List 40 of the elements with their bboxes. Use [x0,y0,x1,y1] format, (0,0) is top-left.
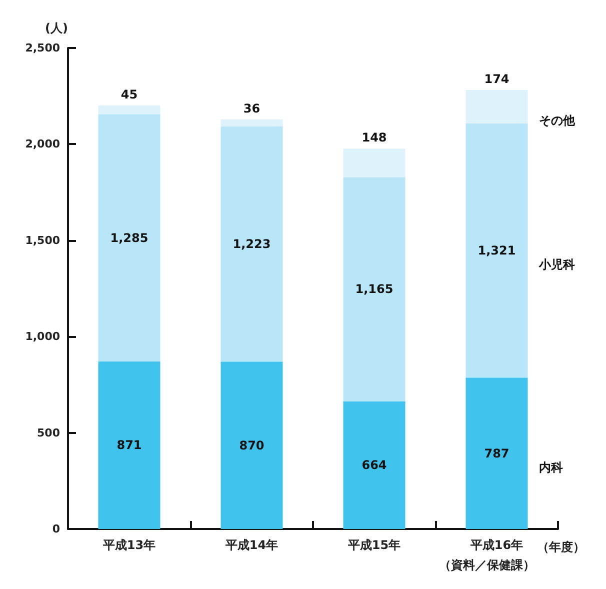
y-tick-label: 1,500 [25,234,60,247]
bar [220,362,283,529]
data-label: 1,165 [355,282,394,296]
data-label: 664 [362,458,387,472]
data-label: 1,285 [110,230,148,245]
bar [98,114,160,362]
x-tick-label: 平成14年 [224,538,278,552]
bar [220,126,283,362]
bar [98,106,160,114]
bar [343,177,406,402]
data-label: 45 [120,88,138,102]
y-axis-title: (人) [45,21,68,35]
x-tick-label: 平成13年 [102,538,156,552]
y-tick-label: 2,000 [25,138,60,151]
data-label: 870 [239,438,264,452]
bar [466,123,528,378]
series-label: 内科 [538,460,563,474]
data-label: 787 [484,446,510,460]
bar [466,378,528,529]
x-tick-label: 平成15年 [346,538,401,552]
bar [220,119,283,126]
series-label: その他 [538,114,576,128]
y-tick-label: 500 [37,426,60,440]
y-tick-label: 0 [52,522,60,536]
bar [343,401,406,529]
data-label: 174 [484,72,510,86]
y-tick-label: 2,500 [25,42,60,54]
x-tick-label: 平成16年 [469,538,524,552]
data-label: 1,223 [232,236,271,251]
data-label: 148 [362,130,387,145]
x-axis-title: （年度） [536,540,585,554]
bar [98,361,160,529]
series-label: 小児科 [538,258,575,272]
data-label: 1,321 [478,244,516,258]
bar [343,148,406,178]
y-tick-label: 1,000 [25,330,60,344]
data-label: 871 [116,438,142,452]
bar [466,90,528,124]
text: （資料／保健課） [438,558,535,572]
data-label: 36 [243,101,260,116]
